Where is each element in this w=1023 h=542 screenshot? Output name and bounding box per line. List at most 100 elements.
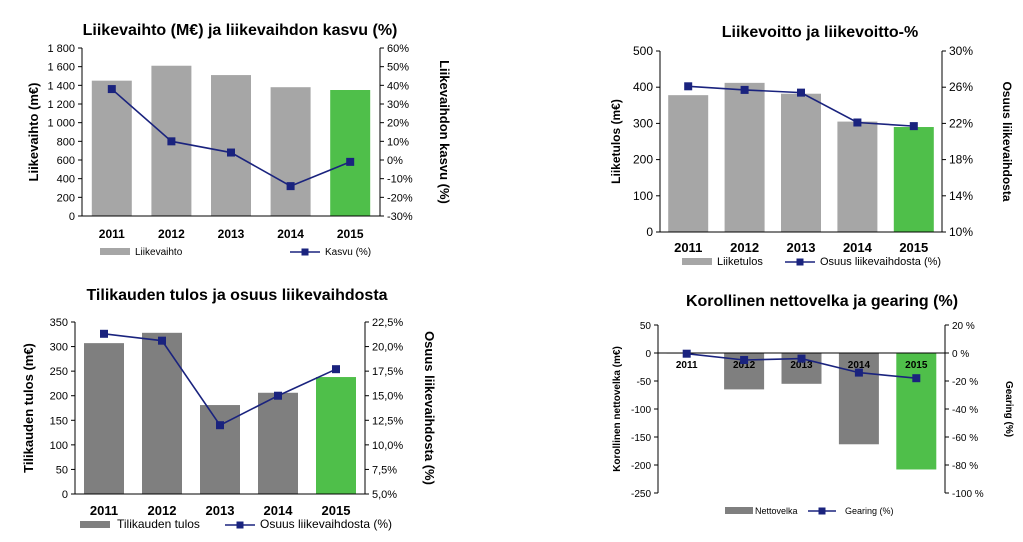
bar-2012 [142, 332, 182, 494]
bar-2013 [200, 405, 240, 494]
x-tick-label-2012: 2012 [148, 503, 177, 518]
y-tick-label: -150 [631, 433, 651, 444]
line-point-2013 [216, 421, 224, 430]
y2-tick-label: 0% [387, 155, 403, 167]
bar-2014 [837, 121, 878, 232]
y2-tick-label: 20 % [952, 321, 975, 332]
y2-tick-label: 20% [387, 118, 409, 130]
legend-bar-swatch [682, 258, 712, 265]
chart-3: Tilikauden tulos ja osuus liikevaihdosta… [21, 287, 437, 531]
y2-tick-label: 50% [387, 62, 409, 74]
bar-2011 [84, 343, 124, 494]
line-point-2014 [286, 182, 295, 191]
x-tick-label-2014: 2014 [277, 227, 304, 241]
line-point-2012 [167, 137, 176, 146]
line-point-2015 [332, 365, 340, 374]
x-tick-label-2011: 2011 [676, 360, 698, 371]
y-axis-label: Liiketulos (m€) [609, 99, 623, 184]
x-tick-label-2012: 2012 [730, 240, 759, 255]
y2-tick-label: 10% [949, 225, 973, 239]
bar-2015 [316, 377, 356, 494]
y-tick-label: -100 [631, 405, 651, 416]
y2-tick-label: 10% [387, 136, 409, 148]
x-tick-label-2014: 2014 [843, 240, 873, 255]
x-tick-label-2011: 2011 [90, 503, 118, 518]
y-tick-label: 300 [633, 116, 653, 130]
bar-2015 [896, 353, 937, 470]
legend-bar-swatch [725, 507, 753, 514]
y-tick-label: 0 [62, 489, 68, 501]
y-tick-label: 0 [646, 225, 653, 239]
x-tick-label-2013: 2013 [206, 503, 235, 518]
bar-2011 [668, 95, 709, 232]
line-point-2013 [797, 354, 806, 363]
chart-4: Korollinen nettovelka ja gearing (%) -250… [612, 293, 1014, 516]
y2-tick-label: 10,0% [372, 440, 403, 452]
y2-tick-label: -30% [387, 211, 413, 223]
legend-bar-label: Liikevaihto [135, 247, 183, 258]
y2-axis-label: Osuus liikevaihdosta (%) [422, 331, 437, 485]
line-point-2015 [912, 374, 921, 383]
y-axis-label: Tilikauden tulos (m€) [21, 343, 36, 473]
legend-bar-swatch [80, 521, 110, 528]
line-point-2011 [107, 85, 116, 94]
y2-axis-label: Osuus liikevaihdosta [1000, 81, 1014, 201]
line-point-2015 [346, 157, 355, 166]
line-point-2014 [853, 118, 862, 127]
y2-tick-label: 5,0% [372, 489, 397, 501]
y-tick-label: 400 [633, 80, 653, 94]
y2-tick-label: 12,5% [372, 415, 403, 427]
legend-line-label: Gearing (%) [845, 506, 894, 516]
bar-2015 [330, 90, 371, 216]
chart-title: Korollinen nettovelka ja gearing (%) [686, 293, 958, 310]
y2-tick-label: 22,5% [372, 317, 403, 329]
legend-bar-swatch [100, 248, 130, 255]
bar-2013 [781, 93, 821, 232]
chart-title: Liikevaihto (M€) ja liikevaihdon kasvu (… [83, 22, 398, 39]
y-tick-label: 200 [50, 391, 68, 403]
bar-2012 [724, 82, 765, 232]
line-point-2012 [158, 336, 166, 345]
y-tick-label: 800 [57, 136, 75, 148]
bar-2015 [893, 127, 934, 232]
y2-tick-label: 14% [949, 189, 973, 203]
chart-title: Liikevoitto ja liikevoitto-% [722, 24, 918, 41]
y2-tick-label: -80 % [952, 461, 978, 472]
y2-tick-label: 40% [387, 80, 409, 92]
x-tick-label-2015: 2015 [322, 503, 351, 518]
y-tick-label: 0 [645, 349, 651, 360]
x-tick-label-2015: 2015 [337, 227, 364, 241]
bar-2014 [270, 87, 311, 216]
line-point-2015 [909, 122, 918, 131]
legend-line-label: Osuus liikevaihdosta (%) [260, 517, 392, 531]
y-tick-label: 100 [633, 189, 653, 203]
x-tick-label-2011: 2011 [674, 240, 702, 255]
y2-tick-label: 0 % [952, 349, 969, 360]
y2-axis-label: Gearing (%) [1003, 381, 1014, 437]
y-tick-label: 1 400 [47, 80, 75, 92]
y2-tick-label: 20,0% [372, 342, 403, 354]
y-tick-label: 150 [50, 415, 68, 427]
legend-line-marker [818, 507, 826, 515]
y2-tick-label: -10% [387, 174, 413, 186]
y2-tick-label: -20% [387, 192, 413, 204]
x-tick-label-2014: 2014 [264, 503, 294, 518]
x-tick-label-2015: 2015 [905, 360, 928, 371]
x-tick-label-2012: 2012 [158, 227, 185, 241]
y-tick-label: 600 [57, 155, 75, 167]
x-tick-label-2015: 2015 [899, 240, 928, 255]
y-tick-label: 300 [50, 342, 68, 354]
legend-line-marker [236, 521, 244, 529]
y-tick-label: 50 [56, 464, 68, 476]
y-axis-label: Liikevaihto (m€) [26, 83, 41, 182]
x-tick-label-2011: 2011 [99, 227, 125, 241]
y-tick-label: 0 [69, 211, 75, 223]
y2-tick-label: -20 % [952, 377, 978, 388]
legend-bar-label: Liiketulos [717, 256, 763, 268]
legend-line-marker [301, 248, 309, 256]
bar-2014 [838, 353, 879, 445]
y-tick-label: 400 [57, 174, 75, 186]
y2-tick-label: -100 % [952, 489, 984, 500]
legend: Nettovelka Gearing (%) [725, 506, 894, 516]
